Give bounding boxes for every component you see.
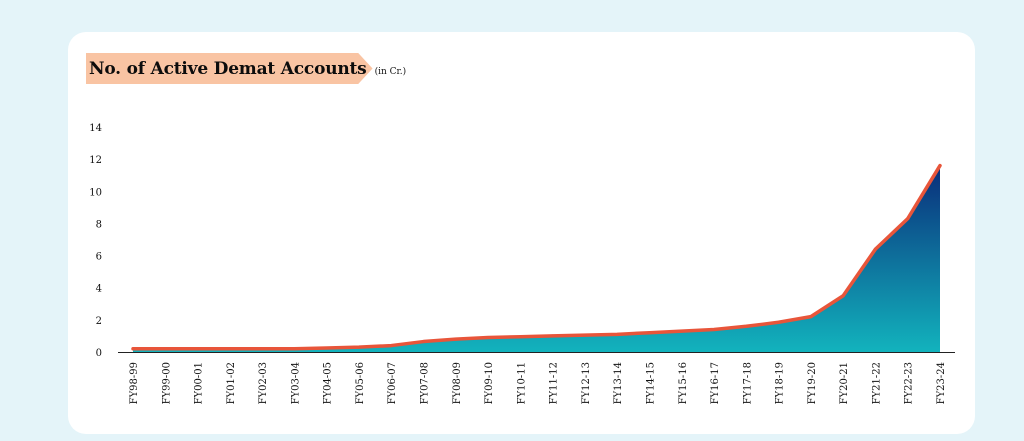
x-axis: FY98-99 FY99-00 FY00-01 FY01-02 FY02-03 FY03-… — [118, 352, 955, 404]
y-tick-label: 8 — [96, 219, 102, 230]
data-point — [906, 217, 910, 221]
data-point — [777, 320, 781, 324]
data-point — [389, 344, 393, 348]
chart-card — [68, 32, 975, 434]
x-tick-label: FY17-18 — [742, 362, 753, 404]
x-tick-label: FY18-19 — [775, 362, 786, 404]
data-point — [841, 294, 845, 298]
data-point — [744, 324, 748, 328]
data-point — [809, 315, 813, 319]
data-point — [422, 340, 426, 344]
chart-subtitle: (in Cr.) — [374, 67, 407, 77]
data-point — [938, 164, 942, 168]
plot-area — [131, 163, 942, 352]
chart-title: No. of Active Demat Accounts — [89, 58, 367, 79]
x-tick-label: FY10-11 — [516, 362, 527, 404]
data-point — [518, 335, 522, 339]
x-tick-label: FY21-22 — [871, 362, 882, 404]
series-line — [131, 163, 942, 351]
data-point — [228, 347, 232, 351]
y-tick-label: 6 — [96, 252, 102, 263]
y-tick-label: 0 — [96, 348, 102, 359]
x-tick-label: FY09-10 — [484, 362, 495, 404]
x-tick-label: FY19-20 — [807, 362, 818, 404]
data-point — [357, 345, 361, 349]
x-tick-label: FY22-23 — [904, 362, 915, 404]
data-point — [583, 333, 587, 337]
chart-title-block: No. of Active Demat Accounts (in Cr.) — [86, 53, 406, 84]
x-tick-label: FY01-02 — [226, 362, 237, 404]
x-tick-label: FY16-17 — [710, 362, 721, 404]
x-tick-label: FY07-08 — [420, 362, 431, 404]
y-tick-label: 2 — [96, 316, 102, 327]
x-tick-label: FY99-00 — [161, 362, 172, 404]
data-point — [647, 331, 651, 335]
data-point — [325, 346, 329, 350]
y-tick-label: 12 — [89, 155, 102, 166]
data-point — [551, 334, 555, 338]
data-point — [163, 347, 167, 351]
y-axis: 0 2 4 6 8 10 12 14 — [89, 123, 102, 359]
x-tick-label: FY04-05 — [323, 362, 334, 404]
x-tick-label: FY00-01 — [194, 362, 205, 404]
x-tick-label: FY12-13 — [581, 362, 592, 404]
x-tick-label: FY20-21 — [839, 362, 850, 404]
data-point — [486, 336, 490, 340]
data-point — [131, 347, 135, 351]
x-tick-label: FY23-24 — [936, 362, 947, 404]
data-point — [680, 329, 684, 333]
data-point — [196, 347, 200, 351]
x-tick-label: FY98-99 — [129, 362, 140, 404]
x-tick-label: FY02-03 — [258, 362, 269, 404]
x-tick-label: FY11-12 — [549, 362, 560, 404]
x-tick-label: FY13-14 — [613, 362, 624, 404]
y-tick-label: 4 — [96, 284, 102, 295]
y-tick-label: 14 — [89, 123, 102, 134]
x-tick-label: FY15-16 — [678, 362, 689, 404]
data-point — [292, 347, 296, 351]
x-tick-label: FY05-06 — [355, 362, 366, 404]
x-tick-label: FY08-09 — [452, 362, 463, 404]
data-point — [615, 332, 619, 336]
x-tick-label: FY14-15 — [645, 362, 656, 404]
data-point — [454, 337, 458, 341]
data-point — [260, 347, 264, 351]
data-point — [873, 247, 877, 251]
data-point — [712, 328, 716, 331]
x-tick-label: FY06-07 — [387, 362, 398, 404]
x-tick-label: FY03-04 — [290, 362, 301, 404]
area-fill — [133, 165, 940, 352]
y-tick-label: 10 — [89, 187, 102, 198]
title-tag: No. of Active Demat Accounts — [86, 53, 373, 84]
